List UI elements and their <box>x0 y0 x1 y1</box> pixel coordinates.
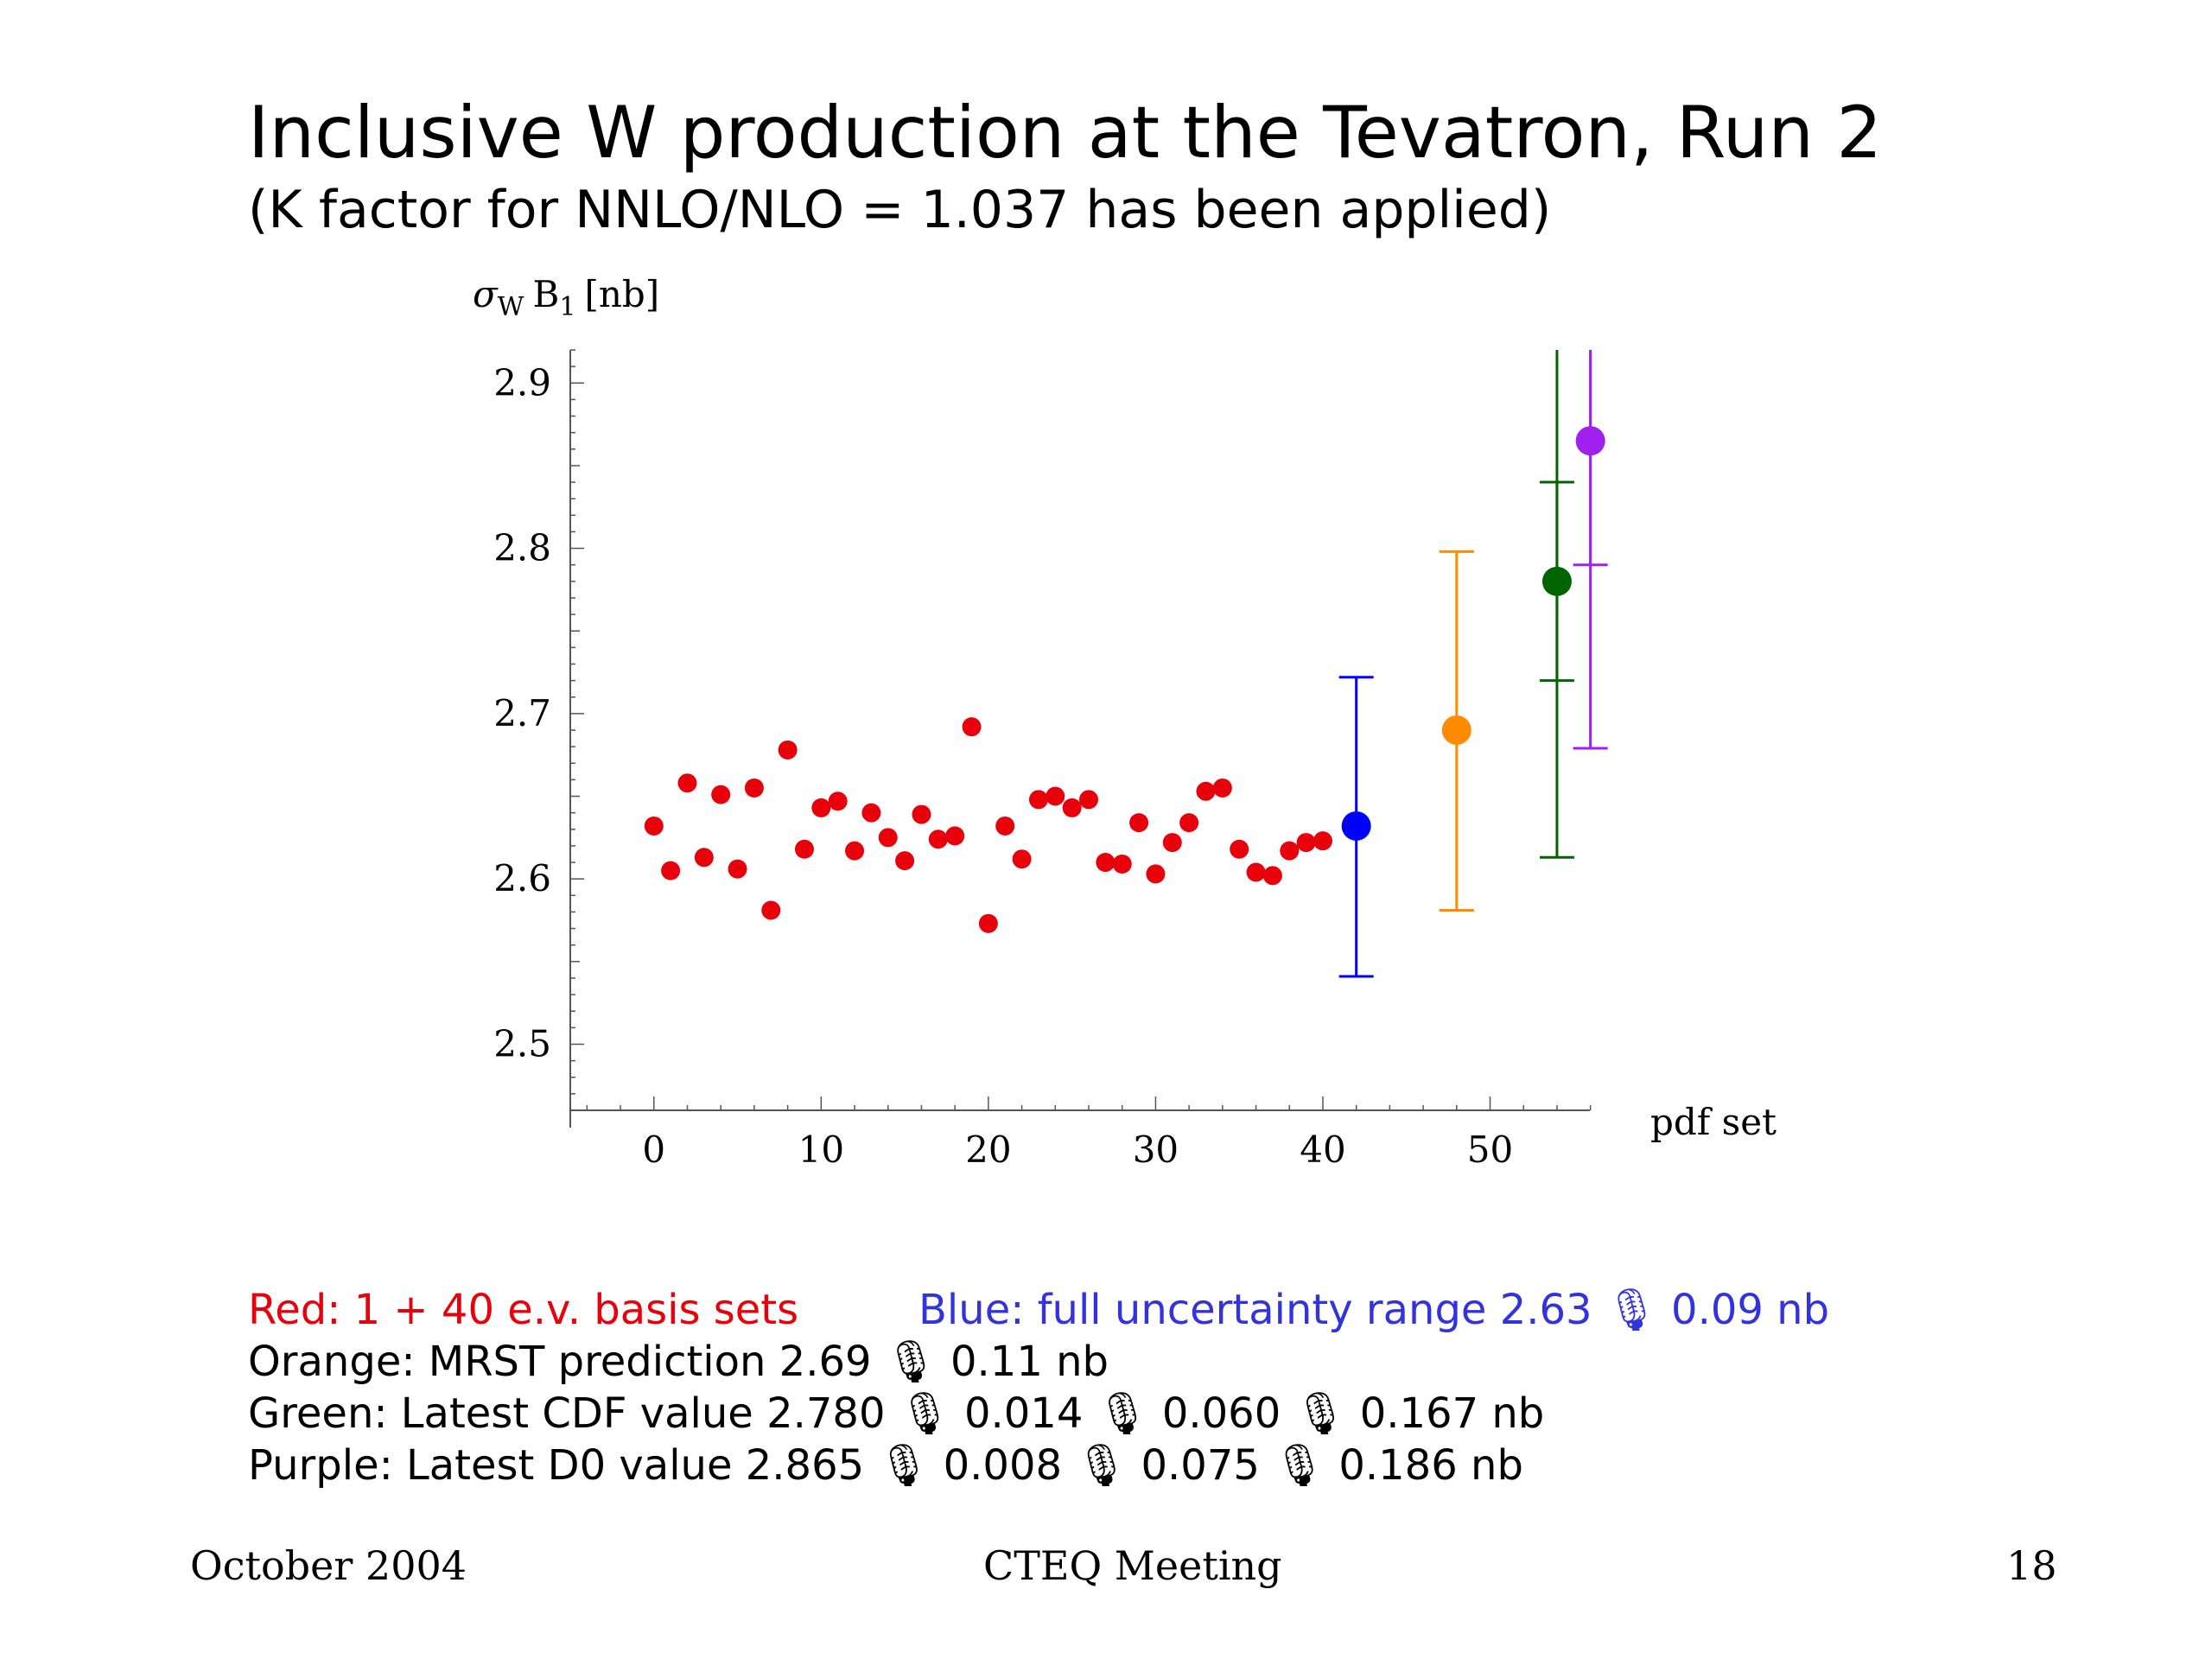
data-point <box>828 791 848 811</box>
x-axis-label: pdf set <box>1650 1101 1777 1143</box>
data-point <box>1280 841 1300 861</box>
data-point <box>1062 798 1082 817</box>
data-point <box>1313 831 1332 851</box>
data-point <box>778 740 798 760</box>
legend-red: Red: 1 + 40 e.v. basis sets <box>248 1286 799 1334</box>
x-tick-label: 30 <box>1133 1128 1179 1171</box>
data-point <box>744 778 764 798</box>
data-point <box>1046 786 1065 806</box>
series-4 <box>1573 350 1608 750</box>
data-point <box>861 803 881 823</box>
y-tick-label: 2.8 <box>493 527 551 569</box>
data-point <box>1212 778 1232 798</box>
x-tick-label: 50 <box>1467 1128 1513 1171</box>
data-point <box>912 804 931 824</box>
data-point <box>1096 853 1116 873</box>
data-point <box>978 913 998 933</box>
data-point <box>1112 854 1132 874</box>
data-point <box>1146 864 1166 884</box>
data-point <box>711 785 731 804</box>
y-tick-label: 2.6 <box>493 857 551 899</box>
data-point <box>945 826 965 846</box>
scatter-chart: σW B1 [nb] pdf set 2.5 2.6 2.7 2.8 2.9 0 10 20 30 4… <box>473 273 1777 1171</box>
data-point <box>1246 862 1266 882</box>
data-point <box>1541 566 1572 596</box>
data-point <box>728 859 747 879</box>
series-3 <box>1539 350 1574 859</box>
data-point <box>1012 849 1032 869</box>
data-point <box>878 828 898 848</box>
series-0 <box>644 717 1332 933</box>
legend-orange: Orange: MRST prediction 2.69 🎙 0.11 nb <box>248 1338 1109 1386</box>
footer-event: CTEQ Meeting <box>983 1542 1282 1589</box>
x-tick-label: 20 <box>965 1128 1011 1171</box>
data-point <box>1575 426 1605 456</box>
legend-blue: Blue: full uncertainty range 2.63 🎙 0.09… <box>918 1286 1830 1334</box>
data-point <box>1079 790 1098 810</box>
y-tick-label: 2.7 <box>493 692 551 734</box>
y-tick-label: 2.5 <box>493 1022 551 1065</box>
data-point <box>1341 810 1371 841</box>
data-point <box>694 848 714 868</box>
data-point <box>1162 833 1182 853</box>
data-point <box>761 900 781 920</box>
slide-title: Inclusive W production at the Tevatron, … <box>248 91 1883 175</box>
series-1 <box>1338 676 1374 978</box>
data-point <box>644 816 664 836</box>
x-tick-label: 10 <box>798 1128 844 1171</box>
slide-subtitle: (K factor for NNLO/NLO = 1.037 has been … <box>248 180 1552 240</box>
x-tick-label: 0 <box>642 1128 665 1171</box>
data-point <box>1262 866 1282 886</box>
data-point <box>1179 813 1199 833</box>
legend-purple: Purple: Latest D0 value 2.865 🎙 0.008 🎙 … <box>248 1441 1523 1490</box>
footer-date: October 2004 <box>190 1542 467 1589</box>
data-point <box>1028 790 1048 810</box>
data-point <box>962 717 982 737</box>
y-axis-label: σW B1 [nb] <box>473 273 659 322</box>
data-point <box>1296 833 1316 853</box>
data-point <box>928 830 948 849</box>
series-2 <box>1439 550 1474 912</box>
y-tick-label: 2.9 <box>493 361 551 404</box>
x-tick-label: 40 <box>1300 1128 1345 1171</box>
legend-green: Green: Latest CDF value 2.780 🎙 0.014 🎙 … <box>248 1389 1545 1438</box>
data-point <box>794 839 814 859</box>
data-point <box>661 861 681 880</box>
data-point <box>995 816 1015 836</box>
data-point <box>1230 839 1249 859</box>
data-point <box>895 851 915 871</box>
data-point <box>1441 715 1471 745</box>
footer-page: 18 <box>2006 1542 2057 1589</box>
data-point <box>811 798 831 817</box>
data-point <box>677 773 697 793</box>
data-point <box>845 841 865 861</box>
data-point <box>1196 781 1216 801</box>
data-point <box>1129 813 1149 833</box>
